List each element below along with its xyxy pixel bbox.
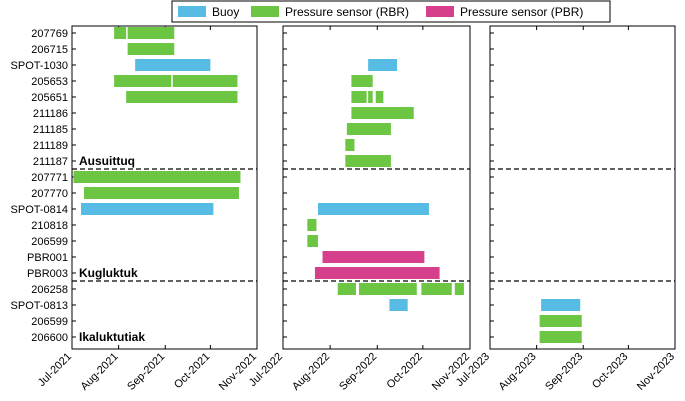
bar-pressure-sensor-rbr--211189 bbox=[345, 139, 355, 151]
bar-pressure-sensor-rbr--206600 bbox=[539, 331, 582, 343]
bar-pressure-sensor-rbr--205651 bbox=[368, 91, 373, 103]
bar-pressure-sensor-rbr--211186 bbox=[351, 107, 414, 119]
bar-buoy-spot-0814 bbox=[317, 203, 429, 215]
legend-swatch bbox=[251, 6, 279, 17]
y-tick-label: 211185 bbox=[33, 124, 68, 136]
bar-pressure-sensor-rbr--207771 bbox=[73, 171, 241, 183]
bar-pressure-sensor-rbr--206258 bbox=[454, 283, 464, 295]
y-tick-label: 211187 bbox=[33, 156, 68, 168]
bar-pressure-sensor-rbr--207770 bbox=[84, 187, 239, 199]
y-tick-label: PBR003 bbox=[27, 268, 68, 280]
bar-pressure-sensor-rbr--205653 bbox=[114, 75, 172, 87]
bar-buoy-spot-0813 bbox=[541, 299, 581, 311]
panel-frame-1 bbox=[71, 25, 258, 350]
bar-pressure-sensor-rbr--205653 bbox=[351, 75, 373, 87]
y-tick-label: PBR001 bbox=[27, 252, 68, 264]
bar-pressure-sensor-rbr--206599 bbox=[539, 315, 582, 327]
y-tick-label: 205651 bbox=[31, 92, 68, 104]
panel-frame-3 bbox=[489, 25, 676, 350]
y-tick-label: 211189 bbox=[33, 140, 68, 152]
legend: Buoy Pressure sensor (RBR) Pressure sensor… bbox=[171, 0, 611, 23]
legend-label: Pressure sensor (RBR) bbox=[285, 5, 409, 19]
bar-pressure-sensor-rbr--206258 bbox=[421, 283, 452, 295]
y-tick-label: 205653 bbox=[31, 76, 68, 88]
y-tick-label: SPOT-1030 bbox=[11, 60, 68, 72]
x-tick-label: Oct-2022 bbox=[385, 351, 425, 391]
y-tick-label: 206715 bbox=[31, 44, 68, 56]
site-label: Ausuittuq bbox=[79, 154, 135, 168]
legend-swatch bbox=[178, 6, 206, 17]
bar-pressure-sensor-pbr--pbr003 bbox=[314, 267, 440, 279]
y-tick-label: 210818 bbox=[31, 220, 68, 232]
legend-label: Buoy bbox=[212, 5, 239, 19]
y-tick-label: 206599 bbox=[31, 316, 68, 328]
x-tick-label: Oct-2023 bbox=[590, 351, 630, 391]
y-labels: 207769 206715 SPOT-1030 205653 205651 211186 2… bbox=[11, 28, 68, 344]
y-tick-label: 207771 bbox=[31, 172, 68, 184]
legend-box bbox=[171, 0, 611, 23]
x-tick-label: Aug-2022 bbox=[290, 351, 332, 393]
bar-pressure-sensor-rbr--205651 bbox=[375, 91, 384, 103]
y-tick-label: 207769 bbox=[31, 28, 68, 40]
site-groups: Ausuittuq Kugluktuk Ikaluktutiak bbox=[72, 154, 675, 344]
y-tick-label: 206600 bbox=[31, 332, 68, 344]
y-tick-label: SPOT-0813 bbox=[11, 300, 68, 312]
bars bbox=[73, 27, 582, 343]
bar-pressure-sensor-rbr--211187 bbox=[345, 155, 391, 167]
bar-pressure-sensor-rbr--205651 bbox=[126, 91, 238, 103]
bar-pressure-sensor-rbr--207769 bbox=[114, 27, 127, 39]
site-label: Kugluktuk bbox=[79, 266, 138, 280]
bar-pressure-sensor-pbr--pbr001 bbox=[322, 251, 425, 263]
bar-buoy-spot-1030 bbox=[135, 59, 211, 71]
y-tick-label: 211186 bbox=[33, 108, 68, 120]
panel-frame-2 bbox=[282, 25, 471, 350]
x-tick-label: Aug-2023 bbox=[497, 351, 539, 393]
y-tick-label: 206258 bbox=[31, 284, 68, 296]
bar-pressure-sensor-rbr--206258 bbox=[359, 283, 417, 295]
legend-swatch bbox=[426, 6, 454, 17]
y-tick-label: 207770 bbox=[31, 188, 68, 200]
bar-buoy-spot-0813 bbox=[389, 299, 408, 311]
site-label: Ikaluktutiak bbox=[79, 330, 145, 344]
bar-pressure-sensor-rbr--205651 bbox=[351, 91, 367, 103]
bar-pressure-sensor-rbr--207769 bbox=[127, 27, 175, 39]
bar-pressure-sensor-rbr--205653 bbox=[172, 75, 238, 87]
bar-pressure-sensor-rbr--211185 bbox=[346, 123, 391, 135]
legend-label: Pressure sensor (PBR) bbox=[460, 5, 583, 19]
bar-pressure-sensor-rbr--210818 bbox=[307, 219, 317, 231]
bar-buoy-spot-1030 bbox=[368, 59, 398, 71]
x-tick-label: Oct-2021 bbox=[172, 351, 212, 391]
x-tick-label: Sep-2023 bbox=[543, 351, 585, 393]
x-tick-label: Jul-2021 bbox=[36, 351, 74, 389]
x-tick-label: Nov-2023 bbox=[635, 351, 677, 393]
x-tick-label: Aug-2021 bbox=[79, 351, 121, 393]
y-tick-label: 206599 bbox=[31, 236, 68, 248]
bar-pressure-sensor-rbr--206258 bbox=[337, 283, 356, 295]
y-tick-label: SPOT-0814 bbox=[11, 204, 68, 216]
x-tick-label: Sep-2022 bbox=[337, 351, 379, 393]
x-tick-label: Sep-2021 bbox=[125, 351, 167, 393]
bar-pressure-sensor-rbr--206715 bbox=[127, 43, 175, 55]
bar-buoy-spot-0814 bbox=[81, 203, 214, 215]
bar-pressure-sensor-rbr--206599 bbox=[307, 235, 318, 247]
